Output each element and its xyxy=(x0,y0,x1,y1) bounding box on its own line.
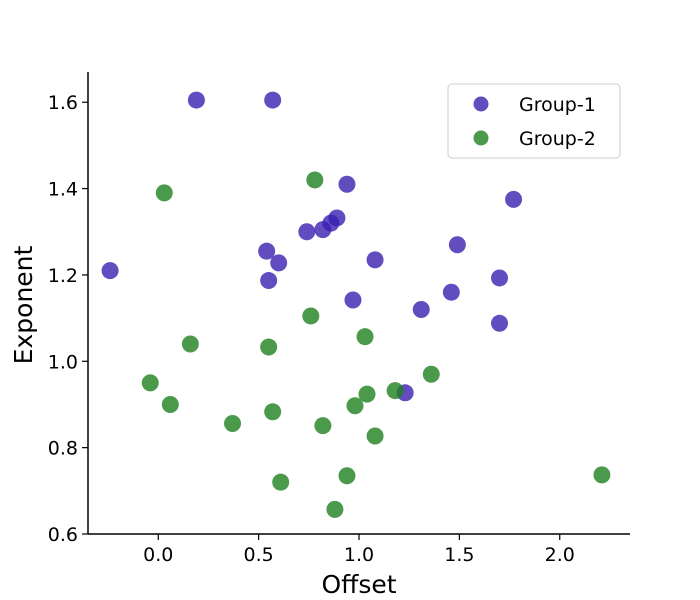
data-point-group-2 xyxy=(314,417,332,435)
legend-label-group-1: Group-1 xyxy=(519,94,596,116)
data-point-group-2 xyxy=(181,335,199,353)
data-point-group-1 xyxy=(270,254,288,272)
data-point-group-2 xyxy=(338,467,356,485)
data-point-group-1 xyxy=(187,91,205,109)
x-tick-label: 1.0 xyxy=(344,544,374,566)
legend: Group-1 Group-2 xyxy=(447,83,621,159)
x-tick-label: 0.0 xyxy=(143,544,173,566)
data-point-group-2 xyxy=(422,365,440,383)
x-axis-ticks: 0.0 0.5 1.0 1.5 2.0 xyxy=(143,534,575,566)
data-point-group-2 xyxy=(346,397,364,415)
legend-marker-group-1 xyxy=(473,96,489,112)
data-point-group-1 xyxy=(448,236,466,254)
data-point-group-2 xyxy=(161,395,179,413)
x-axis-title: Offset xyxy=(321,570,396,599)
data-point-group-1 xyxy=(491,314,509,332)
data-point-group-1 xyxy=(264,91,282,109)
y-axis-title: Exponent xyxy=(9,245,38,364)
y-tick-label: 1.4 xyxy=(48,179,78,201)
data-point-group-1 xyxy=(338,175,356,193)
data-point-group-1 xyxy=(258,242,276,260)
data-point-group-2 xyxy=(260,338,278,356)
data-point-group-1 xyxy=(412,300,430,318)
legend-marker-group-2 xyxy=(473,130,489,146)
data-point-group-2 xyxy=(356,328,374,346)
data-point-group-2 xyxy=(224,414,242,432)
y-tick-label: 0.8 xyxy=(48,438,78,460)
data-point-group-2 xyxy=(264,403,282,421)
points-layer xyxy=(101,91,611,518)
data-point-group-1 xyxy=(366,251,384,269)
x-tick-label: 0.5 xyxy=(244,544,274,566)
data-point-group-1 xyxy=(298,223,316,241)
y-tick-label: 1.6 xyxy=(48,92,78,114)
y-tick-label: 1.2 xyxy=(48,265,78,287)
data-point-group-1 xyxy=(314,221,332,239)
y-axis-ticks: 0.6 0.8 1.0 1.2 1.4 1.6 xyxy=(48,92,88,546)
data-point-group-2 xyxy=(386,382,404,400)
data-point-group-2 xyxy=(272,473,290,491)
data-point-group-1 xyxy=(101,262,119,280)
data-point-group-1 xyxy=(491,269,509,287)
axes-layer: 0.0 0.5 1.0 1.5 2.0 0.6 0.8 1.0 1.2 1.4 1.6 xyxy=(48,72,630,566)
data-point-group-2 xyxy=(306,171,324,189)
legend-label-group-2: Group-2 xyxy=(519,128,596,150)
data-point-group-2 xyxy=(155,184,173,202)
data-point-group-2 xyxy=(302,307,320,325)
data-point-group-1 xyxy=(442,283,460,301)
x-tick-label: 2.0 xyxy=(545,544,575,566)
data-point-group-1 xyxy=(344,291,362,309)
data-point-group-2 xyxy=(366,427,384,445)
y-tick-label: 1.0 xyxy=(48,351,78,373)
data-point-group-2 xyxy=(593,466,611,484)
y-tick-label: 0.6 xyxy=(48,524,78,546)
data-point-group-2 xyxy=(326,500,344,518)
x-tick-label: 1.5 xyxy=(444,544,474,566)
data-point-group-1 xyxy=(260,272,278,290)
legend-box xyxy=(447,83,621,159)
data-point-group-2 xyxy=(358,385,376,403)
data-point-group-1 xyxy=(505,190,523,208)
data-point-group-2 xyxy=(141,374,159,392)
